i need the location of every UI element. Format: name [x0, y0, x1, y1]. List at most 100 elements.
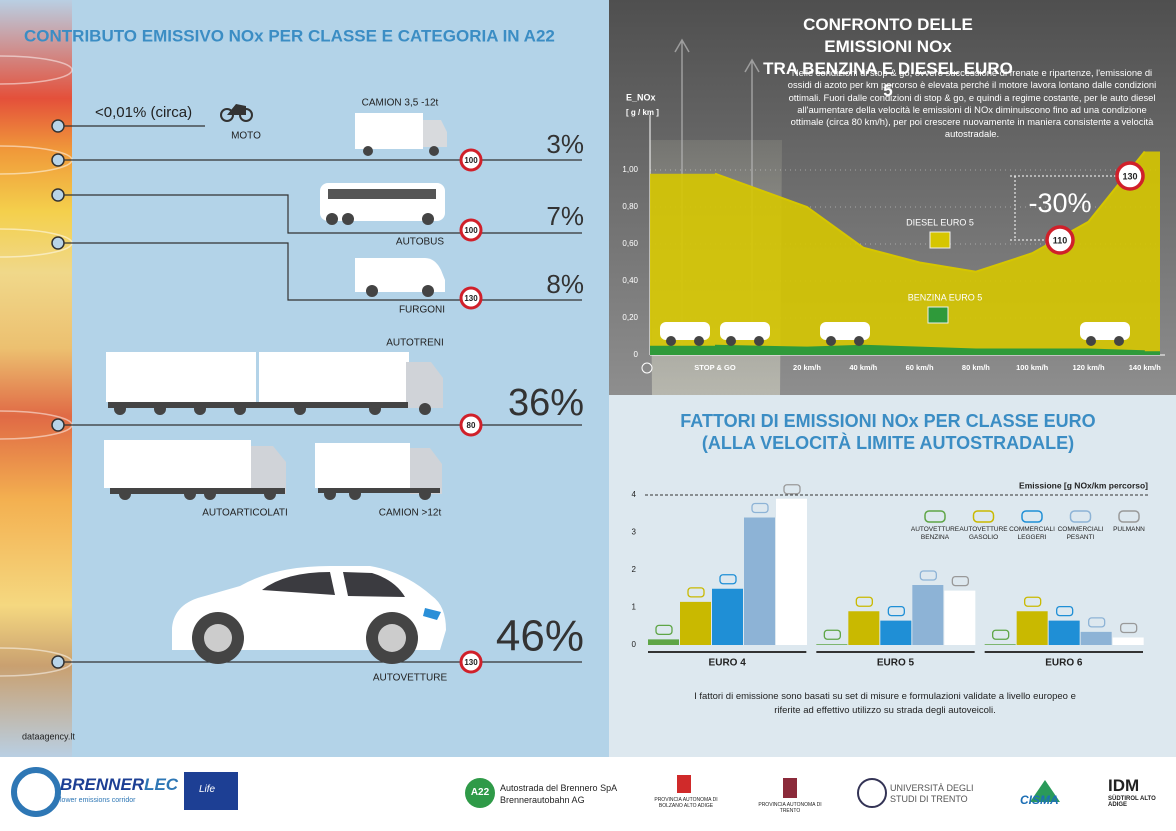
share: 3% — [546, 129, 584, 159]
legend-icon — [1021, 510, 1043, 523]
stop-go-icon — [641, 362, 653, 374]
car-wheel — [754, 336, 764, 346]
vehicle-icon — [1120, 622, 1138, 634]
vehicle-icon — [719, 574, 737, 585]
bar — [1048, 620, 1080, 645]
bar — [944, 590, 976, 645]
share: 46% — [496, 612, 584, 661]
life-text: Life — [199, 784, 216, 795]
vehicle-icon — [655, 624, 673, 636]
x-tick-label: STOP & GO — [694, 363, 736, 372]
share: 36% — [508, 382, 584, 424]
chart-subtitle: (ALLA VELOCITÀ LIMITE AUTOSTRADALE) — [701, 433, 1075, 453]
brenner-logo: BRENNERLEC — [60, 775, 178, 795]
legend-label: COMMERCIALI PESANTI — [1057, 526, 1104, 541]
brenner-text: BRENNER — [60, 775, 145, 794]
vehicle-label: AUTOARTICOLATI — [202, 508, 288, 519]
vehicle-icon — [1088, 617, 1106, 628]
chart-title: CONFRONTO DELLE EMISSIONI NOx — [803, 15, 973, 56]
y-axis-unit: [ g / km ] — [626, 108, 659, 117]
speed-sign — [1115, 161, 1145, 191]
car-wheel — [826, 336, 836, 346]
legend-label: COMMERCIALI LEGGERI — [1009, 526, 1055, 541]
bar — [1112, 637, 1144, 645]
x-tick-label: EURO 6 — [1045, 658, 1083, 669]
vehicle-icon — [1024, 596, 1042, 607]
chart-title: FATTORI DI EMISSIONI NOx PER CLASSE EURO — [680, 411, 1096, 431]
cisma-text: CISMA — [1020, 793, 1059, 807]
trento-text: PROVINCIA AUTONOMA DI TRENTO — [758, 802, 822, 814]
lec-text: LEC — [144, 775, 179, 794]
y-tick-label: 0,60 — [622, 239, 638, 248]
speed-limit: 100 — [464, 156, 478, 165]
legend-label: AUTOVETTURE BENZINA — [910, 526, 960, 541]
y-tick-label: 2 — [632, 565, 637, 574]
speed-limit: 130 — [464, 658, 478, 667]
source: dataagency.lt — [22, 731, 75, 741]
legend-icon — [1069, 510, 1092, 523]
share: 7% — [546, 201, 584, 231]
y-axis-label: E_NOx — [626, 92, 656, 102]
bar-title-block: FATTORI DI EMISSIONI NOx PER CLASSE EURO… — [620, 410, 1156, 454]
x-tick-label: 60 km/h — [906, 363, 934, 372]
x-tick-label: EURO 5 — [877, 658, 915, 669]
speed-limit: 80 — [467, 421, 476, 430]
bar — [1080, 631, 1112, 645]
leaders — [51, 119, 582, 669]
y-tick-label: 1 — [632, 603, 637, 612]
vehicle-icon — [919, 570, 937, 581]
bar — [712, 588, 743, 645]
a22-text: A22 — [470, 787, 490, 798]
y-axis-label: Emissione [g NOx/km percorso] — [1019, 480, 1148, 490]
bar — [848, 611, 880, 645]
speed-sign-label: 130 — [1122, 171, 1137, 181]
speed-sign-label: 110 — [1053, 235, 1068, 245]
cylinder — [0, 0, 72, 757]
speed-limit: 100 — [464, 226, 478, 235]
bar — [680, 601, 711, 645]
vehicle-label: MOTO — [231, 131, 261, 142]
car-icon — [660, 322, 710, 340]
y-tick-label: 0,20 — [622, 313, 638, 322]
idm-sub: SÜDTIROL ALTO ADIGE — [1108, 796, 1156, 808]
line-annotations — [1010, 175, 1120, 241]
car-icon — [720, 322, 770, 340]
car-icon — [1080, 322, 1130, 340]
bar-note: I fattori di emissione sono basati su se… — [694, 691, 1076, 716]
description: Nelle condizioni di stop & go, ovvero su… — [787, 67, 1157, 140]
vehicle-label: AUTOBUS — [396, 237, 444, 248]
vehicle-label: FURGONI — [399, 305, 445, 316]
vehicle-label: CAMION 3,5 -12t — [362, 98, 439, 109]
a22-it: Autostrada del Brennero SpA — [500, 783, 618, 793]
y-tick-label: 0,40 — [622, 276, 638, 285]
vehicle-icon — [887, 605, 905, 617]
share: 8% — [546, 269, 584, 299]
bar — [912, 585, 944, 645]
a22-name: Autostrada del Brennero SpA Brennerautoba… — [500, 782, 617, 806]
unitn-text: UNIVERSITÀ DEGLI STUDI DI TRENTO — [890, 783, 974, 804]
car-wheel — [726, 336, 736, 346]
car-wheel — [854, 336, 864, 346]
x-tick-label: 120 km/h — [1072, 363, 1105, 372]
car-wheel — [666, 336, 676, 346]
y-tick-label: 0 — [634, 350, 639, 359]
legend-label: AUTOVETTURE GASOLIO — [959, 526, 1008, 541]
car-wheel — [1086, 336, 1096, 346]
idm-text: IDM — [1108, 776, 1140, 795]
footer-logos — [11, 767, 1060, 817]
legend-icon — [1118, 510, 1140, 523]
vehicles — [104, 104, 447, 664]
x-tick-label: 40 km/h — [849, 363, 877, 372]
vehicle-icon — [687, 587, 705, 598]
vehicle-label: CAMION >12t — [379, 508, 442, 519]
vehicle-label: AUTOTRENI — [386, 338, 444, 349]
area-fill — [650, 151, 1160, 355]
x-tick-label: 140 km/h — [1129, 363, 1162, 372]
bar — [984, 644, 1016, 645]
vehicle-icon — [823, 629, 841, 640]
series-label: DIESEL EURO 5 — [906, 217, 974, 227]
series-line — [714, 150, 1146, 273]
speed-sign — [1045, 225, 1075, 255]
line-title-block: CONFRONTO DELLE EMISSIONI NOx TRA BENZIN… — [760, 14, 1016, 102]
